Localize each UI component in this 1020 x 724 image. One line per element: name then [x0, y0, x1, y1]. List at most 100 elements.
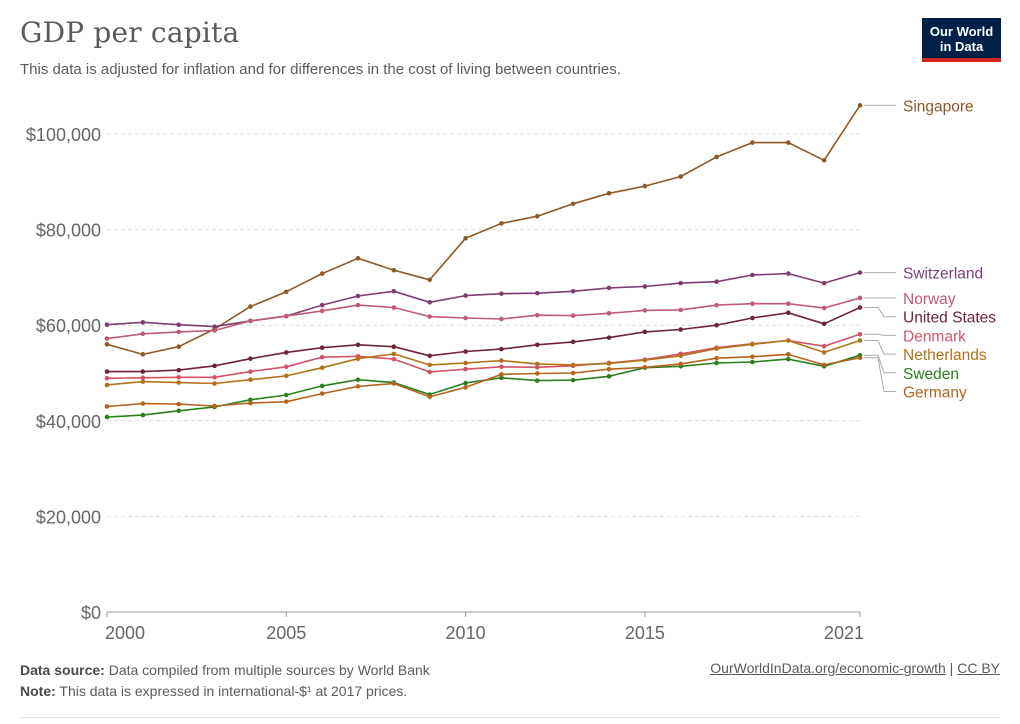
data-point-denmark — [140, 375, 146, 381]
data-point-denmark — [857, 331, 863, 337]
data-point-netherlands — [714, 346, 719, 351]
data-point-denmark — [319, 354, 325, 360]
series-line-germany — [106, 353, 861, 408]
data-point-singapore — [391, 267, 397, 273]
source-link[interactable]: OurWorldInData.org/economic-growth — [710, 660, 946, 676]
data-point-switzerland — [427, 299, 433, 305]
data-point-germany — [248, 400, 253, 406]
data-point-denmark — [176, 375, 182, 380]
data-point-switzerland — [391, 288, 397, 294]
leader-line-germany — [864, 357, 896, 392]
data-point-singapore — [319, 271, 325, 276]
data-point-germany — [283, 399, 289, 404]
series-label-united-states: United States — [903, 310, 996, 327]
data-point-denmark — [534, 364, 540, 370]
license-link[interactable]: CC BY — [957, 660, 1000, 676]
data-point-singapore — [714, 154, 719, 160]
data-point-germany — [427, 394, 433, 400]
data-point-germany — [821, 362, 827, 368]
chart-subtitle: This data is adjusted for inflation and … — [20, 61, 621, 78]
logo-line-1: Our World — [929, 24, 994, 39]
data-source-line: Data source: Data compiled from multiple… — [20, 660, 430, 681]
data-point-united-states — [427, 353, 433, 359]
data-point-netherlands — [212, 381, 217, 386]
y-tick-label: $20,000 — [36, 507, 101, 527]
data-point-united-states — [463, 349, 468, 354]
data-point-germany — [642, 364, 648, 370]
chart-footer-right: OurWorldInData.org/economic-growth | CC … — [710, 660, 1000, 676]
x-tick-label: 2000 — [105, 623, 145, 643]
data-point-germany — [212, 403, 217, 409]
data-point-netherlands — [821, 350, 827, 355]
data-point-norway — [642, 308, 648, 313]
data-point-netherlands — [570, 362, 576, 368]
data-point-switzerland — [606, 285, 612, 291]
data-point-norway — [821, 305, 827, 311]
data-point-norway — [176, 329, 182, 335]
data-point-norway — [714, 302, 719, 308]
data-point-switzerland — [140, 320, 146, 325]
data-point-switzerland — [319, 302, 325, 308]
data-point-denmark — [283, 364, 289, 370]
data-point-sweden — [750, 359, 755, 365]
data-point-denmark — [821, 343, 827, 349]
y-tick-label: $60,000 — [36, 316, 101, 336]
data-point-sweden — [570, 377, 576, 383]
y-tick-label: $100,000 — [26, 125, 101, 145]
data-point-singapore — [534, 213, 540, 219]
data-point-singapore — [463, 235, 468, 241]
data-point-germany — [606, 366, 612, 372]
data-point-germany — [355, 384, 361, 389]
y-tick-label: $80,000 — [36, 221, 101, 241]
data-point-united-states — [714, 322, 719, 328]
data-point-germany — [391, 381, 397, 386]
data-point-switzerland — [857, 270, 863, 275]
data-point-singapore — [821, 157, 827, 163]
data-point-norway — [857, 295, 863, 301]
series-label-germany: Germany — [903, 384, 967, 401]
data-point-norway — [283, 313, 289, 319]
data-point-netherlands — [750, 342, 755, 347]
lines-layer — [104, 103, 863, 420]
data-point-switzerland — [570, 288, 576, 294]
note-text: This data is expressed in international-… — [59, 683, 408, 699]
data-point-united-states — [176, 367, 182, 373]
data-point-singapore — [499, 221, 504, 226]
data-point-united-states — [319, 345, 325, 350]
data-point-singapore — [642, 183, 648, 189]
data-point-netherlands — [427, 362, 433, 368]
data-point-switzerland — [750, 272, 755, 278]
data-point-germany — [785, 352, 791, 357]
data-point-netherlands — [104, 382, 110, 388]
data-point-netherlands — [391, 351, 397, 357]
data-point-singapore — [678, 174, 684, 179]
data-point-denmark — [427, 369, 433, 375]
data-point-germany — [176, 401, 182, 407]
note-label: Note: — [20, 683, 56, 699]
chart-footer-left: Data source: Data compiled from multiple… — [20, 660, 430, 702]
data-point-germany — [140, 401, 146, 406]
data-point-norway — [463, 315, 468, 321]
data-point-sweden — [355, 377, 361, 382]
data-point-germany — [319, 391, 325, 396]
data-point-germany — [499, 372, 504, 377]
data-point-germany — [750, 354, 755, 360]
data-point-sweden — [534, 378, 540, 383]
data-point-switzerland — [714, 279, 719, 285]
data-point-norway — [570, 313, 576, 318]
data-point-singapore — [606, 190, 612, 196]
data-point-netherlands — [140, 379, 146, 384]
series-line-netherlands — [106, 339, 861, 386]
data-point-netherlands — [785, 338, 791, 343]
data-point-sweden — [283, 392, 289, 398]
data-point-germany — [104, 404, 110, 409]
series-line-norway — [106, 297, 861, 340]
data-point-norway — [140, 331, 146, 337]
data-source-text: Data compiled from multiple sources by W… — [108, 662, 430, 678]
data-point-switzerland — [355, 293, 361, 299]
data-point-united-states — [355, 342, 361, 348]
data-point-switzerland — [104, 322, 110, 328]
data-point-norway — [678, 307, 684, 313]
data-point-norway — [355, 302, 361, 308]
owid-logo[interactable]: Our World in Data — [922, 18, 1001, 62]
